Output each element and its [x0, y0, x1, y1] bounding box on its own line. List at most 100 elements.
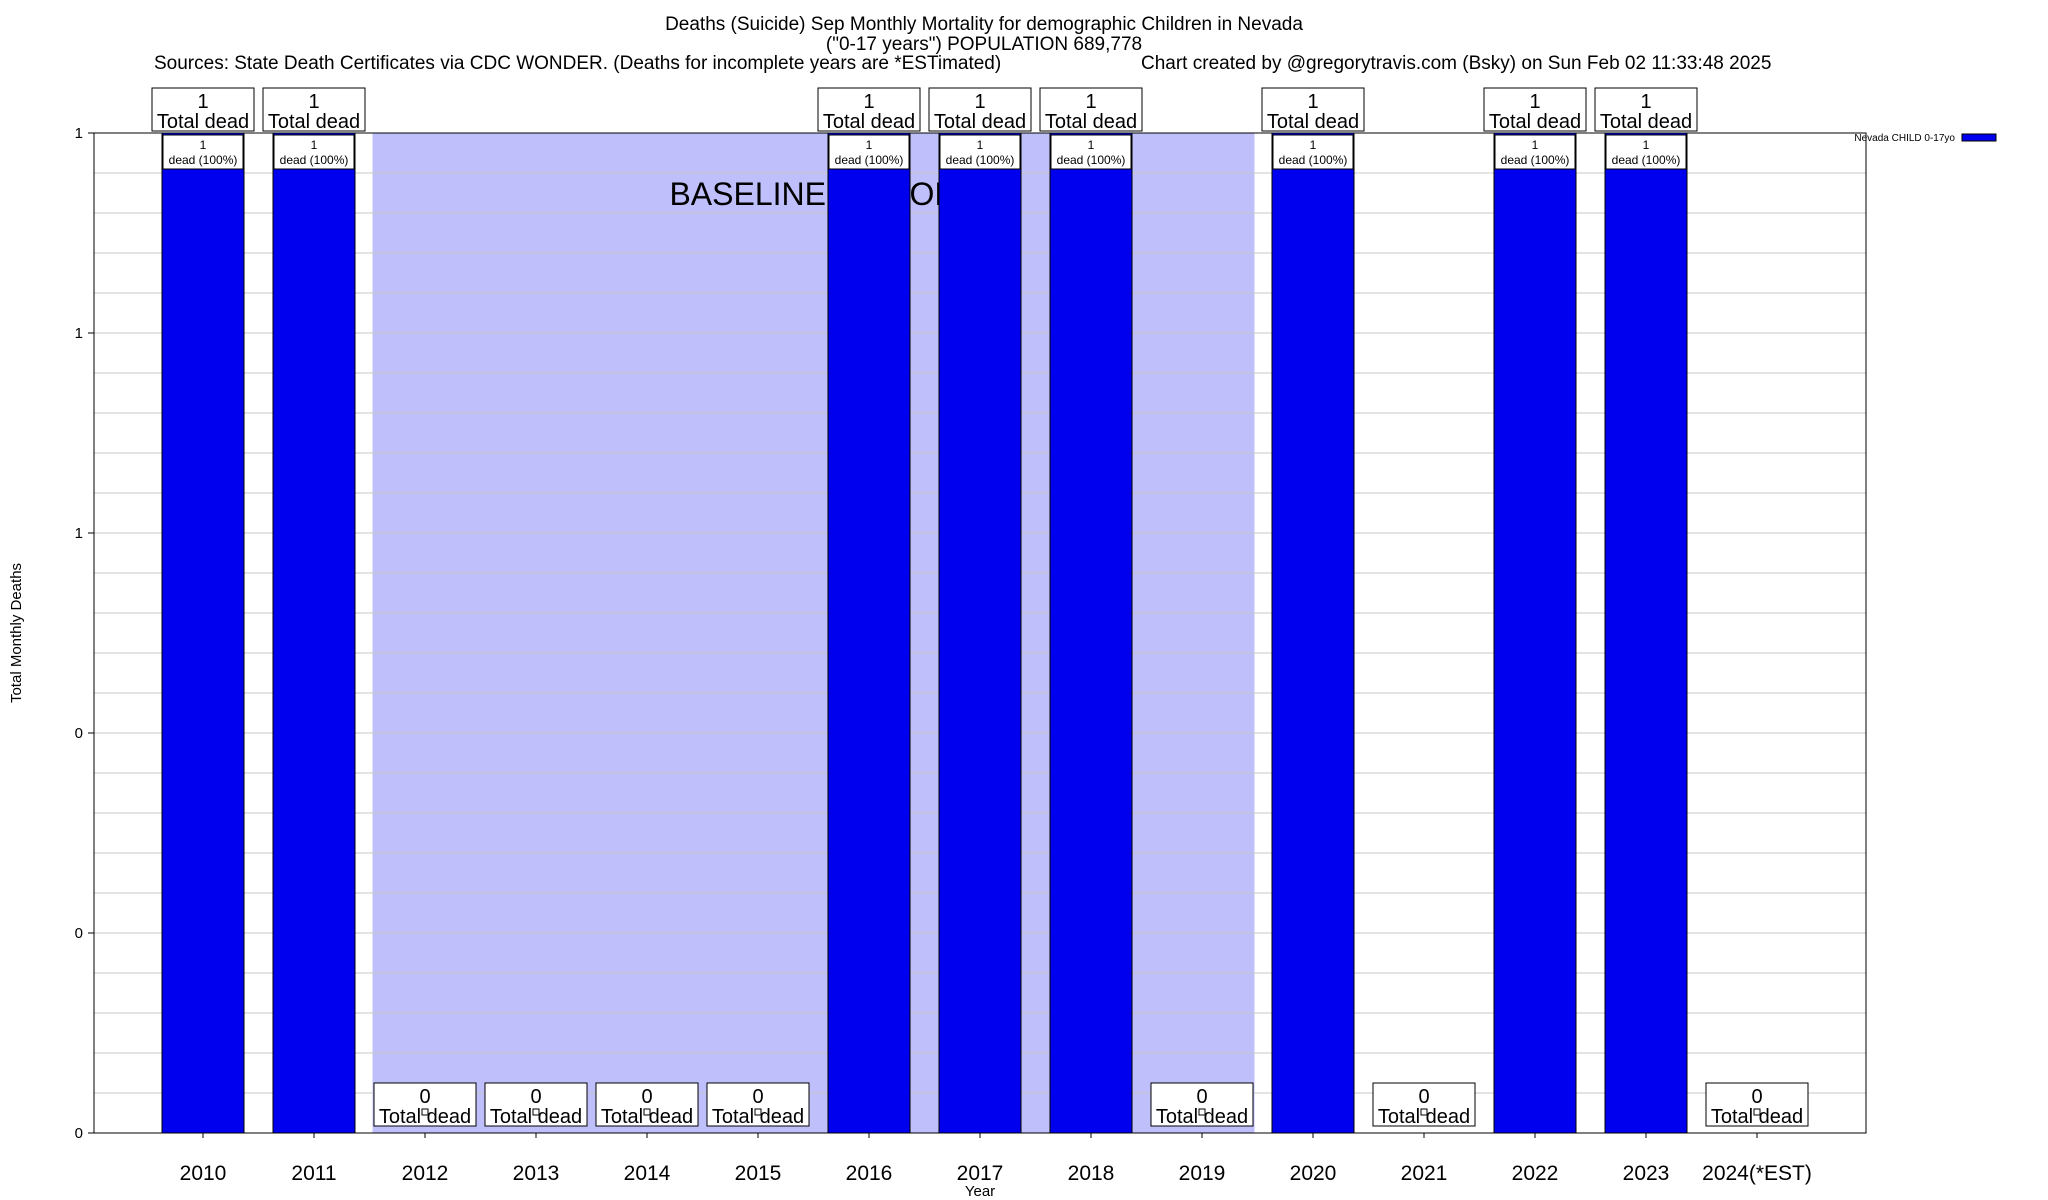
total-label-box [1483, 87, 1587, 132]
inner-label-percent: dead (100%) [835, 153, 904, 167]
inner-label-count: 1 [1643, 138, 1650, 152]
x-tick-label: 2012 [402, 1162, 449, 1185]
total-label-count: 1 [1529, 91, 1540, 113]
x-tick-label: 2019 [1179, 1162, 1226, 1185]
bar [272, 132, 356, 1134]
total-label-text: Total dead [268, 111, 360, 133]
bar [161, 132, 245, 1134]
y-tick-label: 1 [75, 525, 83, 542]
x-tick-label: 2014 [624, 1162, 671, 1185]
total-label-box [262, 87, 366, 132]
inner-label-percent: dead (100%) [169, 153, 238, 167]
baseline-label: BASELINE PERIOD [669, 176, 957, 212]
chart-sources: Sources: State Death Certificates via CD… [154, 53, 1002, 74]
inner-label-box [939, 134, 1021, 170]
bar [1271, 132, 1355, 1134]
total-label-box [1261, 87, 1365, 132]
total-label-count: 0 [419, 1086, 430, 1108]
inner-label-percent: dead (100%) [1501, 153, 1570, 167]
total-label-text: Total dead [1378, 1106, 1470, 1128]
inner-label-box [1272, 134, 1354, 170]
inner-label-percent: dead (100%) [1612, 153, 1681, 167]
total-label-count: 0 [1751, 1086, 1762, 1108]
x-tick-label: 2024(*EST) [1702, 1162, 1812, 1185]
total-label-text: Total dead [712, 1106, 804, 1128]
inner-label-box [828, 134, 910, 170]
total-label-count: 1 [197, 91, 208, 113]
total-label-box [1594, 87, 1698, 132]
x-tick-label: 2021 [1401, 1162, 1448, 1185]
inner-label-count: 1 [200, 138, 207, 152]
zero-marker [532, 1108, 540, 1116]
inner-label-count: 1 [866, 138, 873, 152]
x-tick-label: 2016 [846, 1162, 893, 1185]
zero-marker [643, 1108, 651, 1116]
total-label-count: 0 [1418, 1086, 1429, 1108]
y-tick-label: 0 [75, 1125, 83, 1142]
x-tick-label: 2023 [1623, 1162, 1670, 1185]
total-label-text: Total dead [1489, 111, 1581, 133]
total-label-count: 1 [863, 91, 874, 113]
total-label-text: Total dead [1711, 1106, 1803, 1128]
x-tick-label: 2020 [1290, 1162, 1337, 1185]
total-label-count: 0 [641, 1086, 652, 1108]
total-label-count: 0 [1196, 1086, 1207, 1108]
inner-label-percent: dead (100%) [1279, 153, 1348, 167]
y-tick-label: 0 [75, 925, 83, 942]
bar [827, 132, 911, 1134]
zero-marker [754, 1108, 762, 1116]
total-label-box [706, 1082, 810, 1127]
total-label-text: Total dead [934, 111, 1026, 133]
y-axis-label: Total Monthly Deaths [8, 563, 25, 703]
inner-label-count: 1 [1088, 138, 1095, 152]
zero-marker [421, 1108, 429, 1116]
bar [1604, 132, 1688, 1134]
total-label-box [373, 1082, 477, 1127]
x-axis-label: Year [965, 1183, 995, 1200]
x-tick-label: 2022 [1512, 1162, 1559, 1185]
total-label-box [1039, 87, 1143, 132]
zero-marker [1753, 1108, 1761, 1116]
chart-subtitle: ("0-17 years") POPULATION 689,778 [825, 34, 1143, 55]
total-label-box [1372, 1082, 1476, 1127]
total-label-text: Total dead [490, 1106, 582, 1128]
total-label-box [484, 1082, 588, 1127]
total-label-text: Total dead [379, 1106, 471, 1128]
inner-label-box [1494, 134, 1576, 170]
zero-marker [1198, 1108, 1206, 1116]
inner-label-count: 1 [1532, 138, 1539, 152]
y-tick-label: 0 [75, 725, 83, 742]
inner-label-box [1605, 134, 1687, 170]
bar [1493, 132, 1577, 1134]
inner-label-box [162, 134, 244, 170]
chart-title: Deaths (Suicide) Sep Monthly Mortality f… [665, 14, 1303, 35]
total-label-count: 0 [530, 1086, 541, 1108]
plot-border [93, 132, 1867, 1134]
bar [1049, 132, 1133, 1134]
x-tick-label: 2015 [735, 1162, 782, 1185]
inner-label-count: 1 [311, 138, 318, 152]
inner-label-box [1050, 134, 1132, 170]
total-label-text: Total dead [1156, 1106, 1248, 1128]
total-label-box [595, 1082, 699, 1127]
total-label-box [817, 87, 921, 132]
total-label-box [151, 87, 255, 132]
total-label-count: 1 [1307, 91, 1318, 113]
y-tick-label: 1 [75, 325, 83, 342]
total-label-count: 1 [974, 91, 985, 113]
total-label-count: 1 [1640, 91, 1651, 113]
chart-credit: Chart created by @gregorytravis.com (Bsk… [1141, 53, 1772, 74]
total-label-count: 1 [1085, 91, 1096, 113]
total-label-box [928, 87, 1032, 132]
total-label-text: Total dead [823, 111, 915, 133]
total-label-text: Total dead [157, 111, 249, 133]
x-tick-label: 2018 [1068, 1162, 1115, 1185]
inner-label-percent: dead (100%) [946, 153, 1015, 167]
legend-swatch [1961, 133, 1997, 142]
inner-label-percent: dead (100%) [1057, 153, 1126, 167]
legend-label: Nevada CHILD 0-17yo [1854, 133, 1955, 144]
inner-label-count: 1 [977, 138, 984, 152]
x-tick-label: 2017 [957, 1162, 1004, 1185]
total-label-count: 0 [752, 1086, 763, 1108]
